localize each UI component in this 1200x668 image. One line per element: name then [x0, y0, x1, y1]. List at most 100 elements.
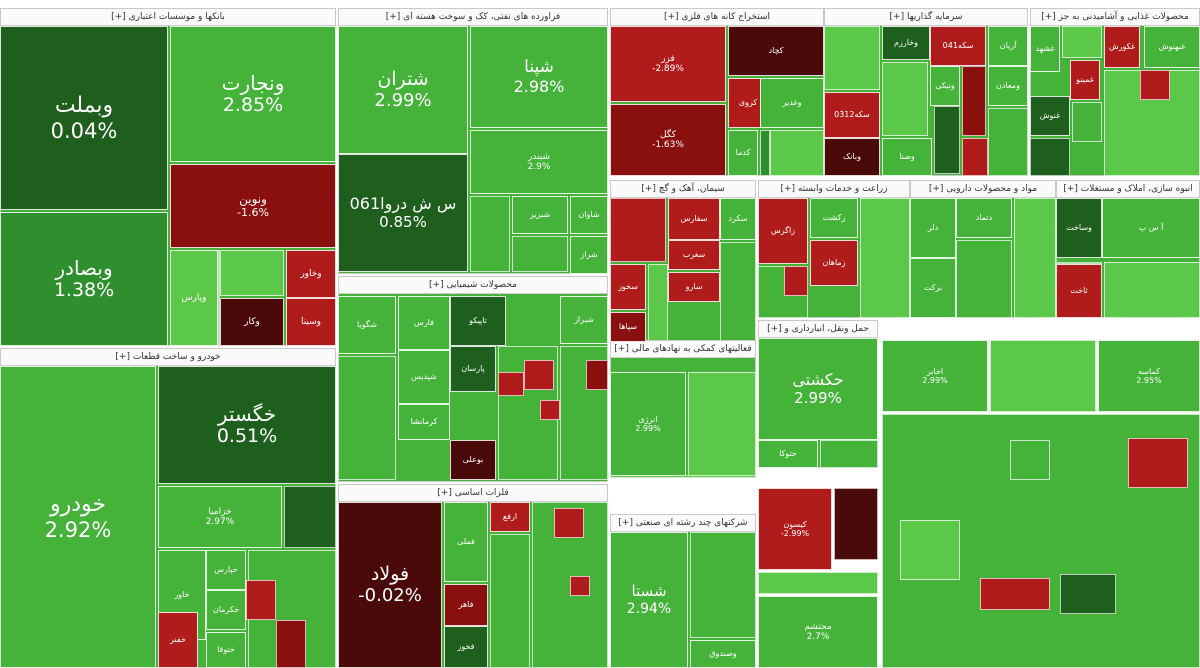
sector-14-cell-7[interactable]	[1060, 574, 1116, 614]
tile-12-3[interactable]: فاهر	[444, 584, 488, 626]
tile-11-1[interactable]: حتوکا	[758, 440, 818, 468]
sector-3-cell-5[interactable]	[962, 138, 988, 176]
tile-7-1[interactable]: سخوز	[610, 264, 646, 310]
tile-5-6[interactable]: ختوقا	[206, 632, 246, 668]
tile-3-7[interactable]: ومعادن	[988, 66, 1028, 106]
sector-14-cell-1[interactable]	[834, 488, 878, 560]
sector-14-cell-4[interactable]	[758, 572, 878, 594]
tile-9-2[interactable]: برکت	[910, 258, 956, 318]
sector-14-cell-0[interactable]	[688, 372, 756, 476]
sector-header[interactable]: استخراج کانه های فلزی [+]	[611, 9, 823, 26]
tile-14-2[interactable]: محتشم 2.7%	[758, 596, 878, 668]
sector-6-cell-4[interactable]	[586, 360, 608, 390]
tile-10-0[interactable]: وساخت	[1056, 198, 1102, 258]
tile-9-0[interactable]: دلر	[910, 198, 956, 258]
sector-5-cell-0[interactable]	[284, 486, 336, 548]
tile-3-2[interactable]: آریان	[988, 26, 1028, 66]
sector-14-cell-8[interactable]	[900, 520, 960, 580]
tile-0-1[interactable]: ونجارت 2.85%	[170, 26, 336, 162]
tile-4-0[interactable]: غکورش	[1104, 26, 1140, 68]
tile-2-2[interactable]: کگل -1.63%	[610, 104, 726, 176]
tile-6-3[interactable]: شگویا	[338, 296, 396, 354]
sector-14-cell-2[interactable]	[990, 340, 1096, 412]
tile-8-0[interactable]: زاگرس	[758, 198, 808, 264]
sector-14-cell-6[interactable]	[980, 578, 1050, 610]
sector-header[interactable]: حمل ونقل، انبارداری و [+]	[759, 321, 877, 338]
tile-4-1[interactable]: غبهنوش	[1144, 26, 1200, 68]
sector-9-cell-0[interactable]	[1014, 198, 1056, 318]
sector-10-cell-1[interactable]	[1056, 262, 1102, 264]
sector-8-cell-0[interactable]	[860, 198, 910, 318]
sector-14-cell-9[interactable]	[1010, 440, 1050, 480]
sector-header[interactable]: محصولات غذایی و آشامیدنی به جز [+]	[1031, 9, 1199, 26]
tile-13-0[interactable]: شستا 2.94%	[610, 532, 688, 668]
sector-header[interactable]: انبوه سازی، املاک و مستغلات [+]	[1057, 181, 1199, 198]
sector-4-cell-0[interactable]	[1062, 26, 1102, 58]
sector-6-cell-5[interactable]	[498, 372, 524, 396]
tile-7-4[interactable]: سغرب	[668, 240, 720, 270]
tile-1-3[interactable]: شبندر 2.9%	[470, 130, 608, 194]
sector-4-cell-1[interactable]	[1072, 102, 1102, 142]
tile-0-6[interactable]: وسینا	[286, 298, 336, 346]
sector-3-cell-4[interactable]	[988, 108, 1028, 176]
sector-3-cell-0[interactable]	[824, 26, 880, 90]
sector-13-cell-0[interactable]	[690, 532, 756, 638]
sector-3-cell-2[interactable]	[934, 106, 960, 174]
tile-0-2[interactable]: وبصادر 1.38%	[0, 212, 168, 346]
tile-8-2[interactable]: زماهان	[810, 240, 858, 286]
tile-5-7[interactable]: خفنر	[158, 612, 198, 668]
sector-11-cell-0[interactable]	[820, 440, 878, 468]
sector-1-cell-0[interactable]	[470, 196, 510, 272]
tile-8-1[interactable]: زکشت	[810, 198, 858, 238]
sector-0-cell-1[interactable]	[218, 250, 220, 346]
sector-6-cell-0[interactable]	[338, 356, 396, 480]
sector-12-cell-2[interactable]	[554, 508, 584, 538]
tile-5-2[interactable]: خزامیا 2.97%	[158, 486, 282, 548]
tile-6-0[interactable]: فارس	[398, 296, 450, 350]
tile-10-2[interactable]: ثاخت	[1056, 264, 1102, 318]
tile-0-3[interactable]: ونوین -1.6%	[170, 164, 336, 248]
tile-0-7[interactable]: وکار	[220, 298, 284, 346]
tile-6-7[interactable]: بوعلی	[450, 440, 496, 480]
sector-header[interactable]: خودرو و ساخت قطعات [+]	[1, 349, 335, 366]
sector-3-cell-3[interactable]	[882, 62, 928, 136]
tile-14-4[interactable]: کماسه 2.95%	[1098, 340, 1200, 412]
sector-2-cell-1[interactable]	[760, 130, 770, 176]
tile-7-0[interactable]: سفارس	[668, 198, 720, 240]
sector-7-cell-1[interactable]	[648, 264, 668, 342]
tile-2-4[interactable]: کدما	[728, 130, 758, 176]
tile-4-3[interactable]: غمینو	[1070, 60, 1100, 100]
tile-7-2[interactable]: سکرد	[720, 198, 756, 240]
tile-12-1[interactable]: فملی	[444, 502, 488, 582]
tile-7-5[interactable]: سارو	[668, 272, 720, 302]
sector-9-cell-1[interactable]	[956, 240, 1012, 318]
tile-0-4[interactable]: وپارس	[170, 250, 218, 346]
tile-1-4[interactable]: شاوان	[570, 196, 608, 234]
tile-6-2[interactable]: پارسان	[450, 346, 496, 392]
tile-3-1[interactable]: سکه041	[930, 26, 986, 66]
sector-header[interactable]: شرکتهای چند رشته ای صنعتی [+]	[611, 515, 755, 532]
sector-4-cell-3[interactable]	[1030, 138, 1070, 176]
tile-13-1[interactable]: وصندوق	[690, 640, 756, 668]
sector-header[interactable]: فراورده های نفتی، کک و سوخت هسته ای [+]	[339, 9, 607, 26]
sector-12-cell-4[interactable]	[570, 576, 590, 596]
sector-header[interactable]: مواد و محصولات دارویی [+]	[911, 181, 1055, 198]
sector-7-cell-2[interactable]	[610, 198, 666, 262]
tile-0-5[interactable]: وخاور	[286, 250, 336, 298]
sector-2-cell-0[interactable]	[770, 130, 824, 176]
tile-3-4[interactable]: وبانک	[824, 138, 880, 176]
sector-3-cell-1[interactable]	[962, 66, 986, 136]
sector-12-cell-1[interactable]	[490, 534, 530, 668]
tile-12-2[interactable]: فخوز	[444, 626, 488, 668]
tile-5-0[interactable]: خودرو 2.92%	[0, 366, 156, 668]
tile-11-0[interactable]: حکشتی 2.99%	[758, 338, 878, 440]
sector-header[interactable]: سرمایه گذاریها [+]	[825, 9, 1027, 26]
sector-5-cell-2[interactable]	[246, 580, 276, 620]
sector-header[interactable]: محصولات شیمیایی [+]	[339, 277, 607, 294]
tile-14-1[interactable]: کیسون -2.99%	[758, 488, 832, 570]
tile-1-1[interactable]: شپنا 2.98%	[470, 26, 608, 128]
tile-2-5[interactable]: وغدیر	[760, 78, 824, 128]
sector-5-cell-3[interactable]	[276, 620, 306, 668]
sector-1-cell-1[interactable]	[512, 236, 568, 272]
tile-4-2[interactable]: غشهد	[1030, 26, 1060, 72]
